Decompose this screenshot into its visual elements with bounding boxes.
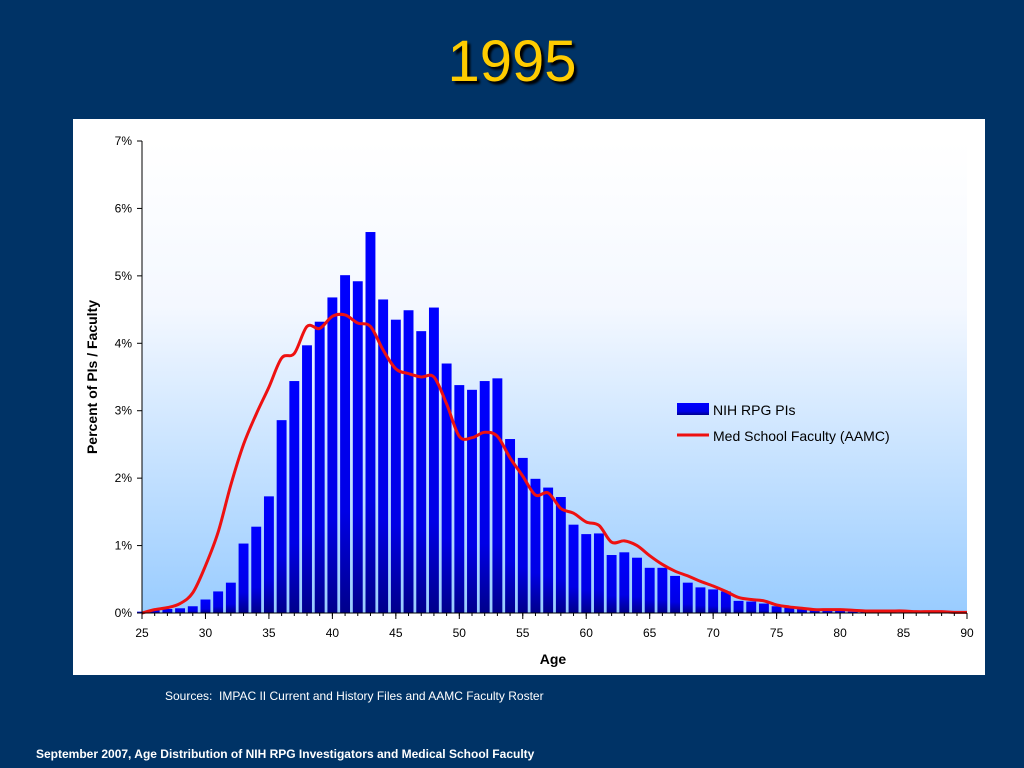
bar (530, 478, 541, 613)
bar (670, 575, 681, 613)
x-tick-label: 80 (833, 626, 847, 640)
x-tick-label: 85 (897, 626, 911, 640)
x-tick-label: 25 (135, 626, 149, 640)
x-tick-label: 45 (389, 626, 403, 640)
bar (162, 608, 173, 613)
bar (441, 363, 452, 613)
bar (835, 610, 846, 613)
bar (746, 601, 757, 613)
x-tick-label: 60 (580, 626, 594, 640)
bar (352, 281, 363, 613)
y-tick-label: 1% (115, 539, 133, 553)
bar (149, 610, 160, 613)
x-axis-label: Age (540, 651, 567, 667)
y-tick-label: 2% (115, 471, 133, 485)
bar (225, 582, 236, 613)
x-tick-label: 50 (453, 626, 467, 640)
bar (289, 381, 300, 613)
bar (784, 606, 795, 613)
y-tick-label: 3% (115, 404, 133, 418)
bar (733, 600, 744, 613)
bar (517, 457, 528, 613)
y-tick-label: 7% (115, 134, 133, 148)
x-tick-label: 90 (960, 626, 974, 640)
legend-label-bars: NIH RPG PIs (713, 402, 795, 418)
bar (340, 275, 351, 613)
chart-area: 0% 1% 2% 3% 4% 5% 6% 7% 25 30 35 40 45 50 55 60 65 70 75 80… (73, 119, 985, 675)
bar (682, 582, 693, 613)
bar (467, 389, 477, 613)
bar (758, 603, 769, 613)
footer-caption: September 2007, Age Distribution of NIH … (36, 747, 535, 761)
bar (708, 589, 719, 613)
bar (276, 420, 287, 613)
bar (809, 610, 820, 613)
y-tick-label: 6% (115, 201, 133, 215)
faculty-line (141, 312, 968, 615)
legend-label-line: Med School Faculty (AAMC) (713, 428, 890, 444)
y-tick-label: 4% (115, 336, 133, 350)
bar (822, 610, 833, 613)
bar (505, 439, 516, 613)
bar (416, 331, 427, 613)
bar (644, 567, 655, 613)
x-tick-label: 35 (262, 626, 276, 640)
bar (302, 345, 312, 613)
bar (581, 534, 592, 613)
bar (847, 611, 858, 613)
bar (619, 552, 630, 613)
bar (213, 591, 224, 613)
bar (263, 496, 274, 613)
bar (378, 299, 389, 613)
bar (479, 381, 490, 613)
bar (238, 543, 249, 613)
bar (568, 524, 579, 613)
y-tick-label: 0% (115, 606, 133, 620)
bar (314, 321, 325, 613)
bar (797, 608, 807, 613)
x-tick-label: 40 (326, 626, 340, 640)
legend: NIH RPG PIs Med School Faculty (AAMC) (677, 402, 890, 444)
bars-layer (137, 232, 947, 613)
chart-svg: 0% 1% 2% 3% 4% 5% 6% 7% 25 30 35 40 45 50 55 60 65 70 75 80… (84, 134, 974, 667)
bar (695, 587, 706, 613)
slide-title: 1995 (447, 29, 577, 94)
bar (187, 606, 198, 613)
bar (390, 319, 401, 613)
x-tick-label: 65 (643, 626, 657, 640)
bar (543, 487, 554, 613)
bar (657, 567, 668, 613)
bar (365, 232, 376, 613)
y-axis-label: Percent of PIs / Faculty (84, 300, 100, 454)
x-tick-label: 75 (770, 626, 784, 640)
sources-note: Sources: IMPAC II Current and History Fi… (165, 689, 544, 703)
bar (492, 378, 503, 613)
bar (327, 297, 338, 613)
axes-layer: 0% 1% 2% 3% 4% 5% 6% 7% 25 30 35 40 45 50 55 60 65 70 75 80… (115, 134, 974, 640)
line-layer (141, 312, 968, 615)
bar (175, 608, 186, 613)
bar (251, 526, 262, 613)
y-tick-label: 5% (115, 269, 133, 283)
bar (632, 557, 642, 613)
bar (454, 385, 465, 613)
bar (771, 606, 782, 613)
x-tick-label: 30 (199, 626, 213, 640)
bar (403, 310, 414, 613)
x-tick-label: 70 (706, 626, 720, 640)
legend-swatch-bar (677, 403, 709, 415)
bar (555, 497, 566, 613)
bar (593, 533, 604, 613)
bar (428, 307, 439, 613)
bar (720, 591, 731, 613)
x-tick-label: 55 (516, 626, 530, 640)
bar (200, 599, 211, 613)
bar (606, 555, 617, 613)
